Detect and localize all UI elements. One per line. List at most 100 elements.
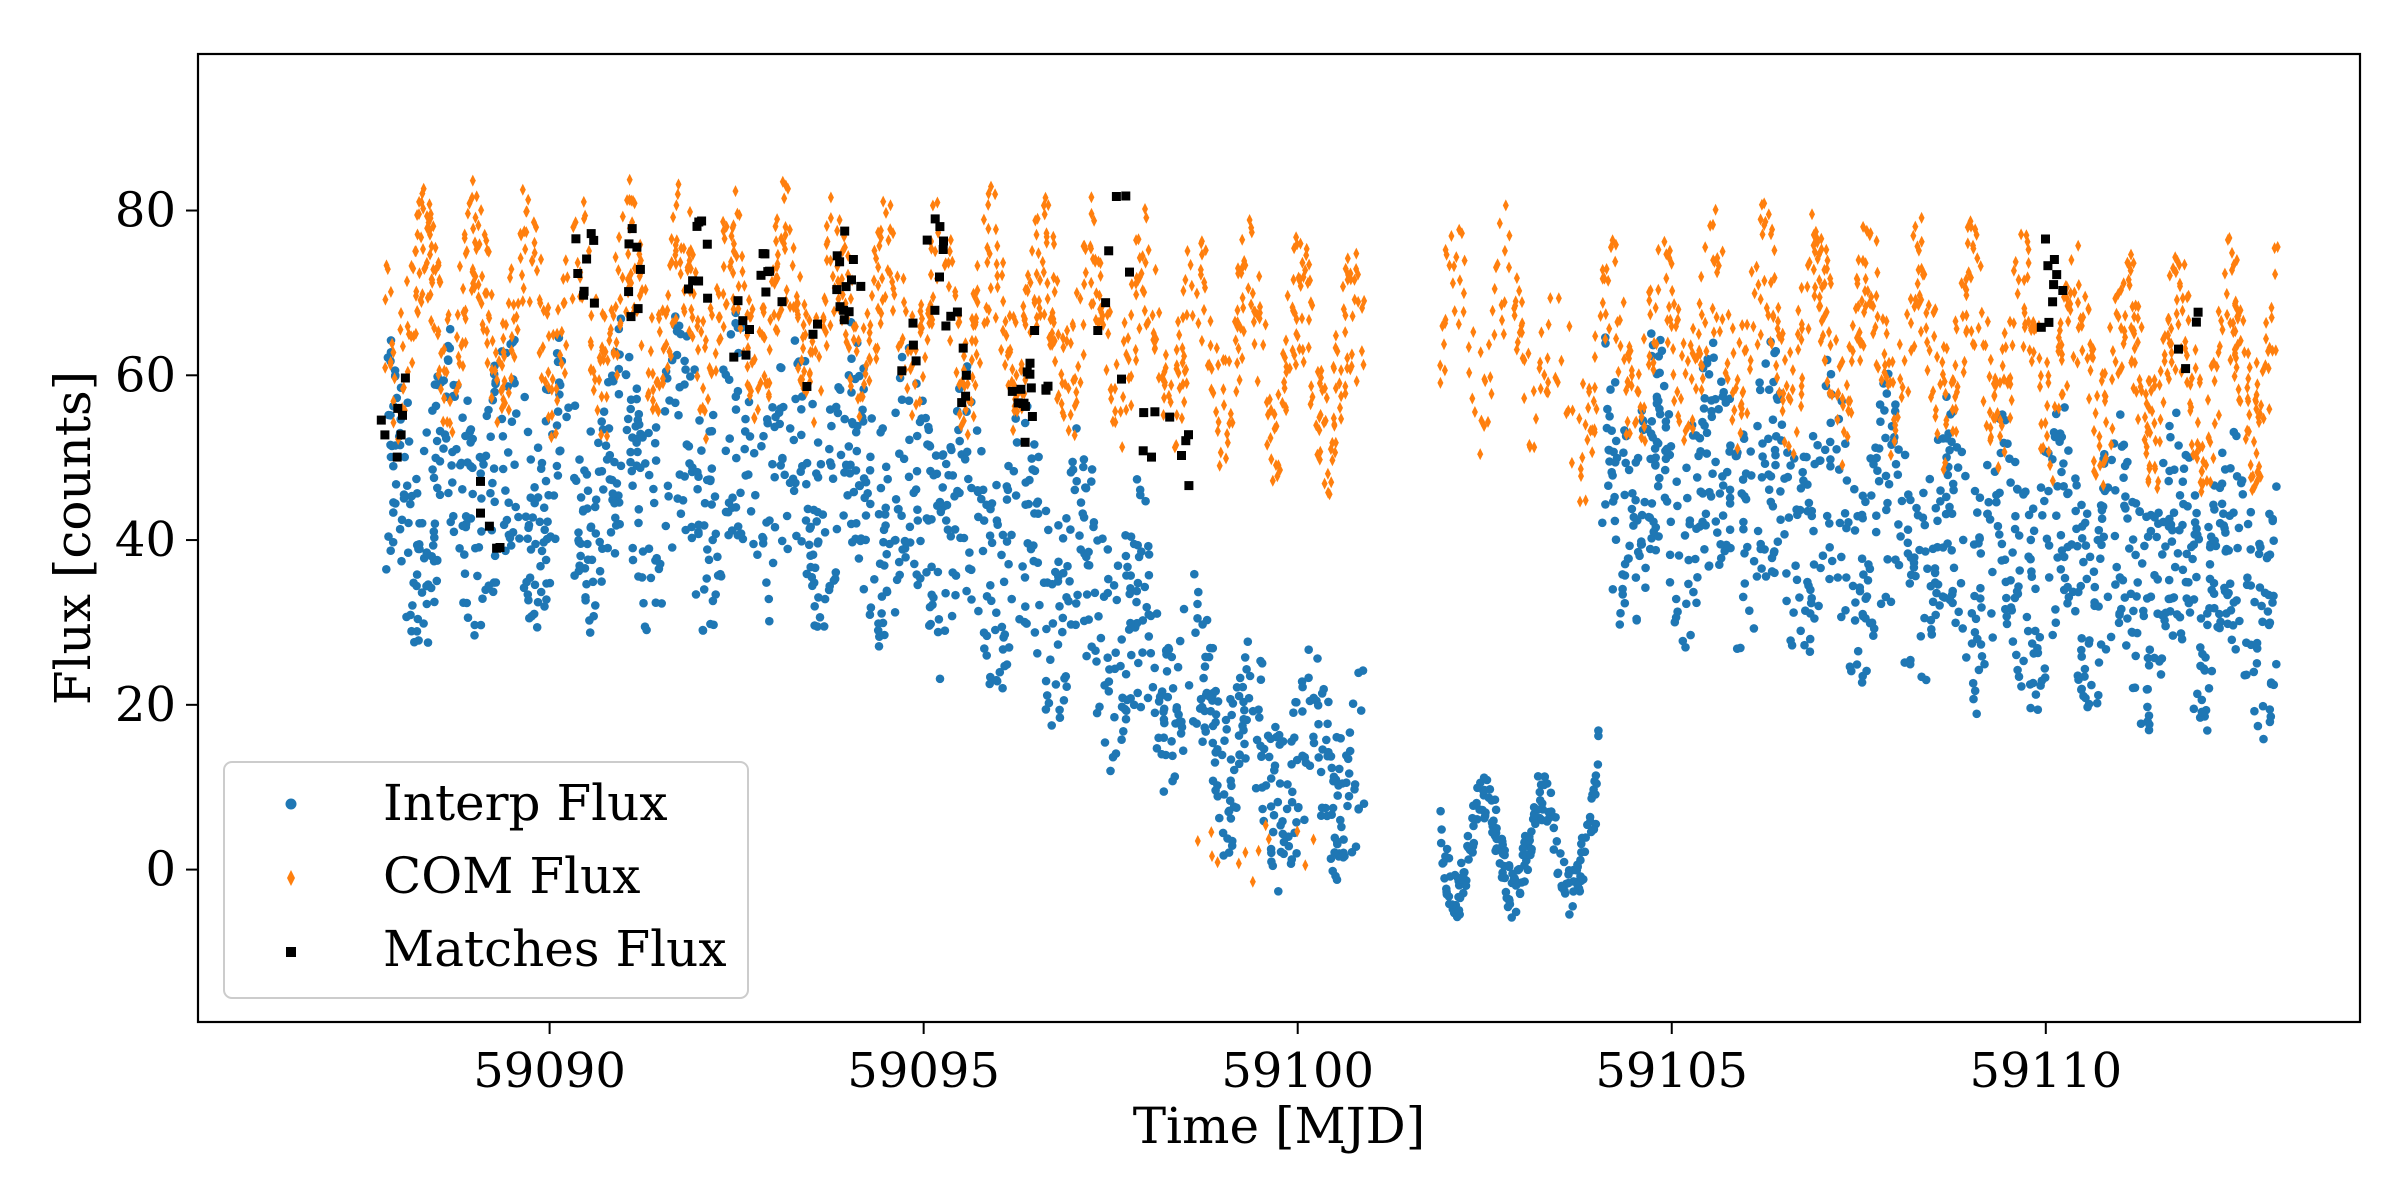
- com-flux-point: [2090, 455, 2097, 468]
- com-flux-point: [1340, 303, 1347, 316]
- com-flux-point: [2124, 256, 2131, 269]
- interp-flux-point: [2014, 582, 2023, 591]
- com-flux-point: [1722, 367, 1729, 379]
- com-flux-point: [730, 303, 737, 316]
- com-flux-point: [650, 383, 657, 396]
- com-flux-point: [485, 245, 492, 258]
- interp-flux-point: [938, 451, 947, 460]
- interp-flux-point: [1606, 385, 1615, 394]
- interp-flux-point: [1983, 460, 1992, 470]
- interp-flux-point: [624, 352, 634, 362]
- interp-flux-point: [1661, 454, 1671, 464]
- com-flux-point: [1689, 414, 1696, 426]
- com-flux-point: [988, 180, 994, 193]
- interp-flux-point: [782, 511, 792, 521]
- interp-flux-point: [1111, 749, 1121, 758]
- interp-flux-point: [417, 518, 427, 528]
- com-flux-point: [789, 259, 796, 272]
- com-flux-point: [1555, 292, 1562, 305]
- com-flux-point: [1077, 292, 1084, 305]
- interp-flux-point: [585, 628, 595, 637]
- com-flux-point: [1025, 269, 1031, 282]
- com-flux-point: [1353, 375, 1360, 388]
- com-flux-point: [1811, 290, 1818, 302]
- com-flux-point: [479, 318, 486, 331]
- com-flux-point: [1349, 310, 1356, 323]
- com-flux-point: [513, 310, 520, 323]
- interp-flux-point: [1062, 682, 1071, 691]
- com-flux-point: [1155, 371, 1162, 384]
- com-flux-point: [1790, 447, 1797, 460]
- interp-flux-point: [1861, 614, 1870, 623]
- interp-flux-point: [1234, 759, 1244, 769]
- interp-flux-point: [2227, 635, 2237, 645]
- com-flux-point: [1965, 266, 1972, 279]
- interp-flux-point: [2156, 670, 2166, 679]
- com-flux-point: [700, 382, 707, 395]
- com-flux-point: [1577, 495, 1583, 508]
- com-flux-point: [748, 385, 754, 398]
- interp-flux-point: [1776, 515, 1785, 524]
- interp-flux-point: [588, 577, 598, 587]
- interp-flux-point: [1499, 873, 1508, 882]
- interp-flux-point: [1686, 630, 1695, 640]
- interp-flux-point: [644, 428, 653, 438]
- interp-flux-point: [1221, 715, 1231, 725]
- interp-flux-point: [651, 456, 661, 465]
- matches-flux-point: [1150, 407, 1160, 417]
- interp-flux-point: [1760, 459, 1770, 469]
- interp-flux-point: [1515, 888, 1525, 898]
- interp-flux-point: [1809, 526, 1818, 536]
- com-flux-point: [1849, 319, 1856, 332]
- com-flux-point: [772, 323, 779, 336]
- com-flux-point: [1198, 237, 1205, 250]
- com-flux-point: [1294, 238, 1301, 251]
- com-flux-point: [1058, 397, 1065, 410]
- interp-flux-point: [1298, 751, 1307, 761]
- interp-flux-point: [2142, 685, 2152, 694]
- com-flux-point: [993, 258, 1000, 271]
- interp-flux-point: [851, 427, 861, 437]
- interp-flux-point: [861, 511, 871, 520]
- interp-flux-point: [2256, 542, 2265, 552]
- com-flux-point: [500, 332, 507, 345]
- com-flux-point: [1855, 300, 1862, 313]
- interp-flux-point: [698, 626, 708, 635]
- interp-flux-point: [2006, 478, 2015, 487]
- interp-flux-point: [827, 461, 836, 470]
- interp-flux-point: [771, 412, 780, 422]
- interp-flux-point: [1913, 510, 1923, 520]
- interp-flux-point: [2234, 523, 2244, 533]
- interp-flux-point: [463, 396, 472, 406]
- interp-flux-point: [820, 528, 830, 537]
- interp-flux-point: [1314, 719, 1323, 729]
- interp-flux-point: [2178, 477, 2188, 487]
- com-flux-point: [1939, 356, 1946, 369]
- com-flux-point: [673, 199, 680, 212]
- interp-flux-point: [716, 572, 726, 581]
- com-flux-point: [508, 344, 515, 357]
- interp-flux-point: [1708, 338, 1718, 348]
- com-flux-point: [558, 325, 565, 338]
- interp-flux-point: [1264, 752, 1274, 762]
- interp-flux-point: [1941, 509, 1951, 519]
- matches-flux-point: [573, 269, 583, 278]
- interp-flux-point: [397, 515, 407, 525]
- interp-flux-point: [435, 426, 445, 436]
- com-flux-point: [800, 342, 807, 355]
- interp-flux-point: [2110, 531, 2120, 541]
- interp-flux-point: [1121, 669, 1131, 679]
- com-flux-point: [1590, 395, 1597, 408]
- interp-flux-point: [1211, 686, 1220, 696]
- interp-flux-point: [2128, 497, 2137, 507]
- interp-flux-point: [621, 370, 631, 380]
- com-flux-point: [827, 191, 834, 204]
- com-flux-point: [1198, 334, 1205, 347]
- interp-flux-point: [2042, 534, 2052, 544]
- com-flux-point: [1189, 309, 1196, 322]
- interp-flux-point: [1002, 537, 1012, 546]
- com-flux-point: [1449, 277, 1456, 290]
- interp-flux-point: [403, 548, 413, 557]
- com-flux-point: [427, 212, 434, 225]
- interp-flux-point: [922, 568, 931, 577]
